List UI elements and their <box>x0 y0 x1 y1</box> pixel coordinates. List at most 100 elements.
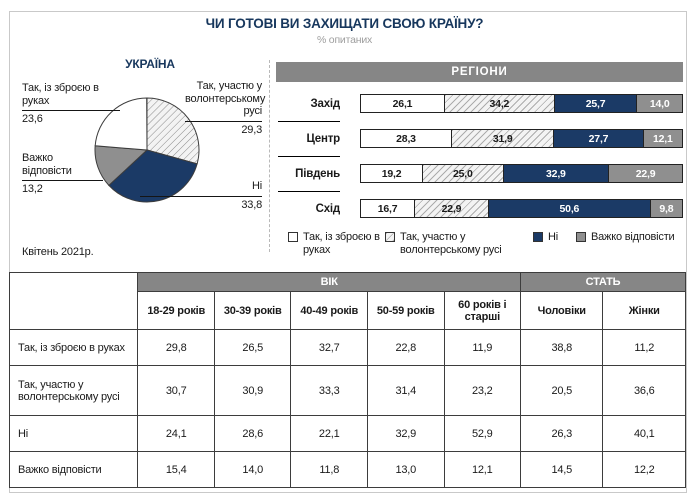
bar-segment: 25,7 <box>553 95 637 112</box>
page-title: ЧИ ГОТОВІ ВИ ЗАХИЩАТИ СВОЮ КРАЇНУ? <box>205 16 484 31</box>
table-cell: 15,4 <box>137 451 215 488</box>
bar-segment: 14,0 <box>636 95 682 112</box>
legend-swatch-white <box>288 232 298 242</box>
bar-segment: 16,7 <box>361 200 415 217</box>
bar-segment: 22,9 <box>608 165 682 182</box>
table-cell: 31,4 <box>366 365 445 416</box>
pie-label-volunteer: Так, участю у волонтерському русі 29,3 <box>185 80 266 137</box>
table-cell: 32,7 <box>290 329 368 366</box>
table-group-header: СТАТЬ <box>520 272 686 292</box>
pie-label-hard-to-say-text: Важко відповісти <box>22 152 72 177</box>
table-cell: 23,2 <box>443 365 522 416</box>
table-cell: 22,8 <box>366 329 445 366</box>
table-row: Так, участю у волонтерському русі 30,7 30,… <box>8 365 686 416</box>
survey-date: Квітень 2021р. <box>22 246 94 258</box>
pie-label-armed: Так, із зброєю в руках 23,6 <box>22 82 120 126</box>
table-cell: 14,5 <box>520 451 604 488</box>
pie-slice <box>94 97 148 151</box>
table-cell: 14,0 <box>213 451 292 488</box>
row-separator <box>278 156 340 157</box>
pie-label-armed-text: Так, із зброєю в руках <box>22 82 99 107</box>
bar-segment: 34,2 <box>443 95 554 112</box>
table-cell: 30,9 <box>213 365 292 416</box>
region-label: Схід <box>315 202 341 215</box>
legend-label: Важко відповісти <box>591 231 675 243</box>
table-cell: 24,1 <box>137 415 215 452</box>
table-cell: 11,9 <box>443 329 522 366</box>
pie-slice <box>108 149 198 203</box>
table-cell: 36,6 <box>602 365 686 416</box>
pie-label-hard-to-say: Важко відповісти 13,2 <box>22 152 103 196</box>
region-bar: 28,3 31,9 27,7 12,1 <box>360 129 683 148</box>
panel-divider <box>269 60 270 252</box>
legend-label: Так, участю у волонтерському русі <box>400 231 502 257</box>
table-cell: 40,1 <box>602 415 686 452</box>
bar-segment: 31,9 <box>451 130 554 147</box>
legend-item: Так, участю у волонтерському русі <box>385 231 533 257</box>
table-cell: 26,3 <box>520 415 604 452</box>
table-cell: 20,5 <box>520 365 604 416</box>
bar-segment: 26,1 <box>361 95 444 112</box>
page-subtitle: % опитаних <box>316 34 373 46</box>
legend: Так, із зброєю в руках Так, участю у вол… <box>288 231 686 257</box>
bar-segment: 9,8 <box>649 200 682 217</box>
pie-chart <box>94 97 200 203</box>
region-row: Захід 26,1 34,2 25,7 14,0 <box>276 86 683 121</box>
table-cell: 30,7 <box>137 365 215 416</box>
regions-header: РЕГІОНИ <box>276 62 683 82</box>
bar-segment: 25,0 <box>422 165 503 182</box>
table-row-label: Ні <box>8 415 139 452</box>
table-row-label: Так, участю у волонтерському русі <box>8 365 139 416</box>
regions-bar-chart: Захід 26,1 34,2 25,7 14,0 Центр 28,3 31,9 27,7 12… <box>276 86 683 226</box>
bar-segment: 22,9 <box>414 200 488 217</box>
row-separator <box>278 121 340 122</box>
legend-item: Ні <box>533 231 576 257</box>
pie-value-hard-to-say: 13,2 <box>22 183 43 196</box>
region-label: Центр <box>306 132 340 145</box>
region-bar: 26,1 34,2 25,7 14,0 <box>360 94 683 113</box>
legend-item: Так, із зброєю в руках <box>288 231 385 257</box>
table-row: Важко відповісти 15,4 14,0 11,8 13,0 12,1 14,5… <box>8 451 686 488</box>
table-cell: 33,3 <box>290 365 368 416</box>
table-corner-cell <box>8 272 139 330</box>
region-row: Центр 28,3 31,9 27,7 12,1 <box>276 121 683 156</box>
table-cell: 12,1 <box>443 451 522 488</box>
leader-line <box>185 120 262 122</box>
table-column-header: 60 років і старші <box>443 291 522 330</box>
pie-value-no: 33,8 <box>241 198 262 211</box>
region-row: Південь 19,2 25,0 32,9 22,9 <box>276 156 683 191</box>
leader-line <box>140 195 262 197</box>
leader-line <box>22 180 103 182</box>
table-cell: 11,8 <box>290 451 368 488</box>
table-cell: 28,6 <box>213 415 292 452</box>
table-cell: 38,8 <box>520 329 604 366</box>
table-column-header: 40-49 років <box>290 291 368 330</box>
bar-segment: 19,2 <box>361 165 423 182</box>
table-column-header: 30-39 років <box>213 291 292 330</box>
table-row: Ні 24,1 28,6 22,1 32,9 52,9 26,3 40,1 <box>8 415 686 452</box>
bar-segment: 27,7 <box>553 130 643 147</box>
table-cell: 11,2 <box>602 329 686 366</box>
legend-label: Так, із зброєю в руках <box>303 231 380 257</box>
legend-item: Важко відповісти <box>576 231 686 257</box>
legend-label: Ні <box>548 231 558 243</box>
pie-label-no: Ні 33,8 <box>140 180 262 211</box>
region-label: Південь <box>295 167 340 180</box>
region-bar: 19,2 25,0 32,9 22,9 <box>360 164 683 183</box>
table-cell: 13,0 <box>366 451 445 488</box>
legend-swatch-gray <box>576 232 586 242</box>
legend-swatch-hatch <box>385 232 395 242</box>
table-column-header: 18-29 років <box>137 291 215 330</box>
table-cell: 26,5 <box>213 329 292 366</box>
pie-chart-title: УКРАЇНА <box>125 57 175 71</box>
pie-value-armed: 23,6 <box>22 113 43 126</box>
pie-label-volunteer-text: Так, участю у волонтерському русі <box>185 80 266 118</box>
row-separator <box>278 191 340 192</box>
table-cell: 29,8 <box>137 329 215 366</box>
region-bar: 16,7 22,9 50,6 9,8 <box>360 199 683 218</box>
stats-table: ВІК СТАТЬ 18-29 років 30-39 років 40-49 рокі… <box>8 272 686 488</box>
table-cell: 52,9 <box>443 415 522 452</box>
table-cell: 32,9 <box>366 415 445 452</box>
pie-slice <box>146 97 200 165</box>
